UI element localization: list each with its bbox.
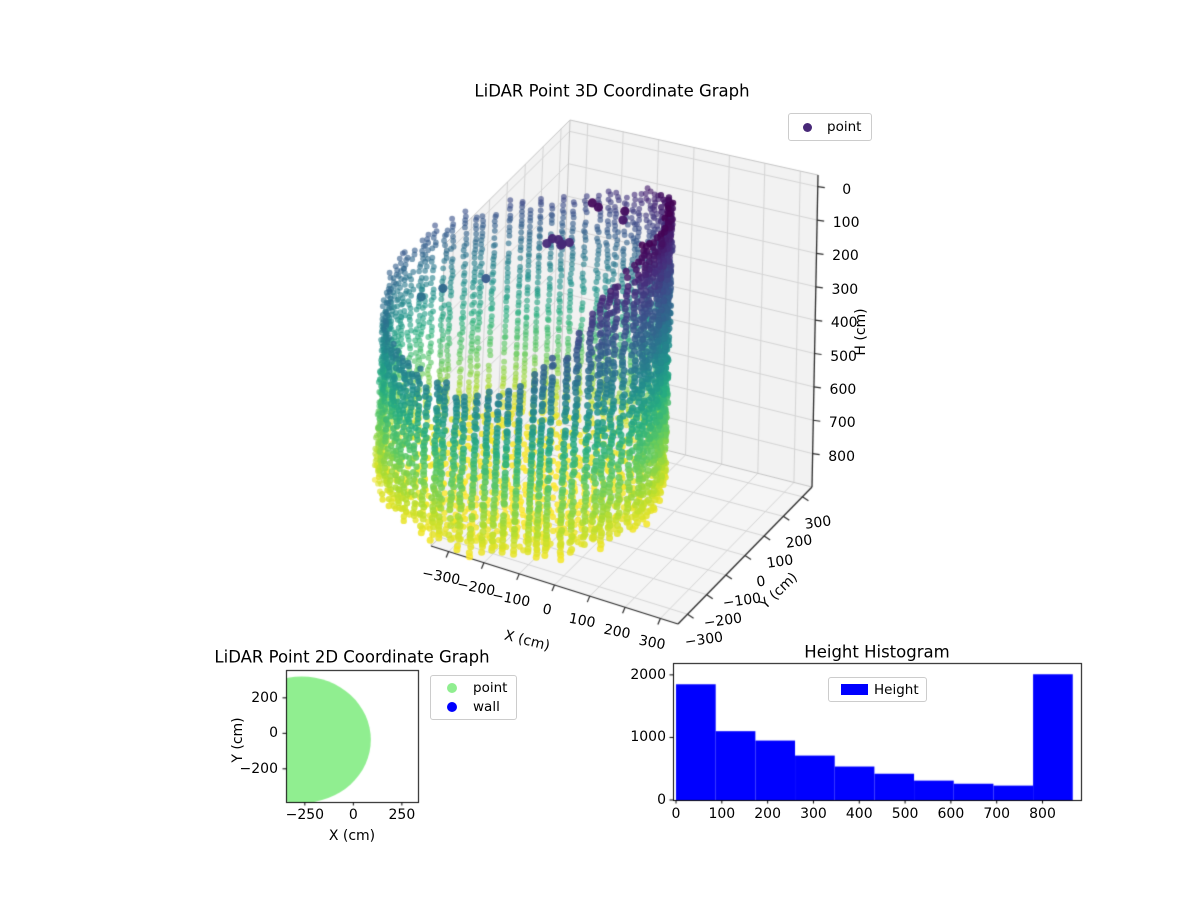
plot2d-xlabel: X (cm) <box>328 828 376 844</box>
tick-label: 700 <box>828 415 856 432</box>
tick-label: 0 <box>657 792 666 808</box>
tick-label: 500 <box>891 806 919 822</box>
tick-label: 200 <box>832 248 859 265</box>
tick-label: 100 <box>832 215 860 232</box>
point-marker-3d <box>803 122 812 132</box>
height-patch <box>841 684 868 695</box>
tick-label: 800 <box>828 448 856 465</box>
plot3d-title: LiDAR Point 3D Coordinate Graph <box>474 81 750 101</box>
plot3d-legend-label: point <box>827 119 862 135</box>
wall-marker-2d <box>447 702 457 712</box>
tick-label: 0 <box>269 725 278 742</box>
hist-legend: Height <box>828 677 927 702</box>
tick-label: 300 <box>800 806 827 822</box>
tick-label: 1000 <box>630 729 666 746</box>
tick-label: 100 <box>708 806 736 822</box>
tick-label: 250 <box>388 807 416 823</box>
tick-label: −250 <box>285 807 325 823</box>
tick-label: −200 <box>239 760 278 777</box>
tick-label: 600 <box>829 381 857 398</box>
tick-label: 400 <box>830 315 858 332</box>
plot2d-ylabel: Y (cm) <box>230 717 246 763</box>
plot2d-legend: point wall <box>430 675 517 720</box>
tick-label: 600 <box>937 806 965 822</box>
plot2d-legend-wall-label: wall <box>473 699 500 715</box>
hist-legend-label: Height <box>874 681 919 698</box>
tick-label: 0 <box>842 181 852 198</box>
legend-row-wall: wall <box>431 698 516 717</box>
tick-label: 400 <box>845 806 873 822</box>
tick-label: 700 <box>983 806 1011 822</box>
hist-title: Height Histogram <box>804 642 950 662</box>
tick-label: 300 <box>831 281 859 298</box>
tick-label: 2000 <box>630 666 666 683</box>
plot2d-legend-point-label: point <box>473 680 508 696</box>
tick-label: 200 <box>754 806 782 822</box>
plot3d-legend: point <box>788 113 872 141</box>
tick-label: 0 <box>671 806 681 822</box>
legend-row-point: point <box>431 679 516 698</box>
tick-label: 0 <box>348 807 358 823</box>
tick-label: 800 <box>1029 806 1056 822</box>
tick-label: 500 <box>830 348 857 365</box>
plot2d-title: LiDAR Point 2D Coordinate Graph <box>214 647 490 667</box>
point-marker-2d <box>447 683 457 693</box>
tick-label: 200 <box>251 689 278 706</box>
